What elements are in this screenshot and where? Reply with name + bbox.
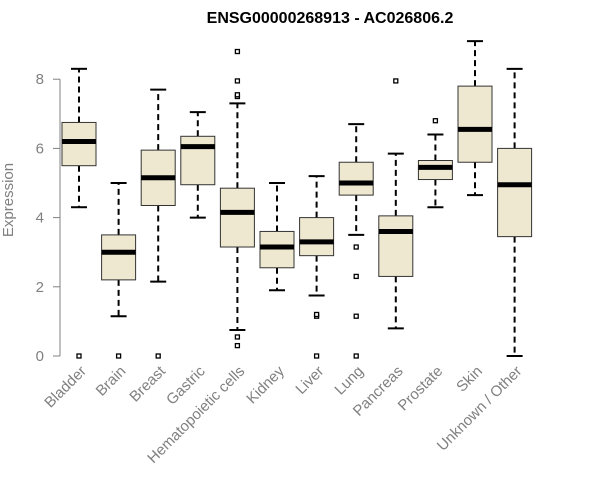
y-axis: 0 2 4 6 8: [36, 71, 61, 365]
box-gastric: [180, 111, 216, 219]
outlier-point: [393, 78, 399, 84]
x-tick-label: Skin: [453, 363, 486, 396]
outlier-point: [234, 48, 241, 55]
outlier-point: [234, 334, 241, 340]
box-pancreas: [378, 78, 414, 330]
box-bladder: [61, 67, 97, 359]
box-hematopoietic-cells: [219, 48, 255, 349]
box-iqr: [338, 161, 374, 196]
box-iqr: [101, 234, 137, 281]
box-iqr: [417, 160, 453, 181]
boxes-group: [61, 40, 533, 359]
outlier-point: [353, 313, 359, 319]
x-tick-label: Breast: [126, 362, 169, 405]
box-lung: [338, 123, 374, 359]
outlier-point: [234, 92, 241, 98]
box-iqr: [497, 147, 533, 238]
box-iqr: [457, 85, 493, 163]
box-iqr: [61, 121, 97, 167]
outlier-point: [155, 353, 161, 359]
outlier-point: [313, 353, 320, 359]
box-iqr: [378, 215, 414, 277]
box-prostate: [417, 118, 453, 209]
outlier-point: [353, 353, 359, 359]
outlier-point: [76, 353, 82, 359]
box-brain: [101, 182, 137, 359]
outlier-point: [353, 273, 359, 280]
outlier-point: [432, 118, 439, 124]
outlier-point: [353, 244, 359, 250]
box-iqr: [180, 135, 216, 186]
x-tick-label: Liver: [292, 363, 327, 398]
x-tick-label: Brain: [93, 363, 130, 400]
chart-title: ENSG00000268913 - AC026806.2: [207, 10, 454, 27]
x-tick-label: Prostate: [395, 363, 447, 415]
box-iqr: [219, 187, 255, 248]
outlier-point: [234, 78, 241, 84]
y-tick-label: 2: [36, 279, 44, 296]
x-tick-label: Lung: [331, 363, 367, 399]
y-axis-label: Expression: [0, 163, 17, 237]
x-tick-label: Bladder: [41, 363, 90, 412]
outlier-point: [115, 353, 122, 359]
box-unknown-other: [497, 67, 533, 357]
y-tick-label: 8: [36, 71, 44, 88]
box-skin: [457, 40, 493, 197]
outlier-point: [313, 311, 320, 318]
y-tick-label: 4: [36, 210, 44, 227]
box-liver: [299, 175, 335, 359]
y-tick-label: 0: [36, 348, 44, 365]
box-iqr: [299, 217, 335, 257]
box-breast: [140, 88, 176, 359]
x-tick-label: Kidney: [243, 362, 288, 407]
y-tick-label: 6: [36, 140, 44, 157]
box-kidney: [259, 182, 295, 292]
outlier-point: [234, 342, 241, 349]
box-iqr: [259, 230, 295, 269]
